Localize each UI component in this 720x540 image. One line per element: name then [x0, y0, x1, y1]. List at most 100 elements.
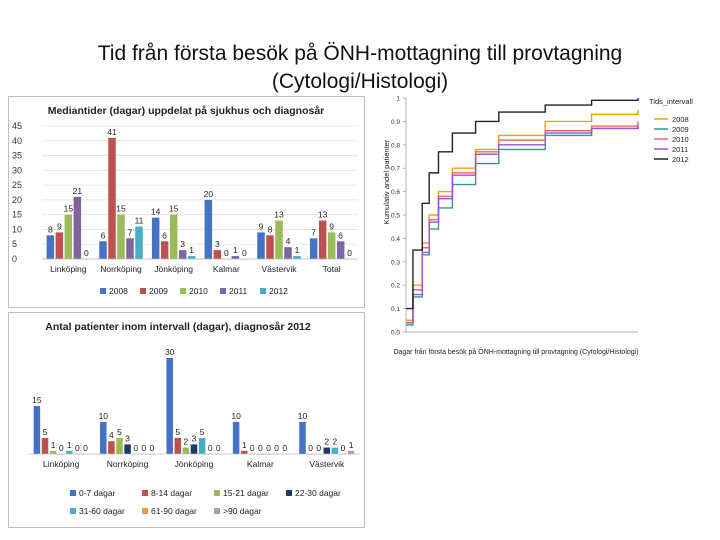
data-label: 15	[169, 204, 179, 214]
data-label: 1	[295, 245, 300, 255]
bar	[178, 250, 187, 259]
data-label: 0	[242, 248, 247, 258]
bar	[151, 217, 160, 259]
median-times-chart: Mediantider (dagar) uppdelat på sjukhus …	[8, 96, 365, 308]
legend-swatch	[142, 508, 148, 514]
category-label: Norrköping	[107, 459, 149, 469]
legend-label: 0-7 dagar	[79, 488, 116, 498]
data-label: 10	[99, 411, 109, 421]
data-label: 0	[84, 248, 89, 258]
legend-swatch	[140, 288, 146, 294]
legend-label: 2010	[672, 135, 689, 144]
series-line	[406, 98, 639, 310]
bar	[100, 422, 107, 454]
legend-label: 2008	[672, 115, 689, 124]
bar	[49, 450, 57, 454]
y-tick-label: 0.0	[391, 330, 400, 337]
series-line	[406, 109, 639, 321]
legend-swatch	[142, 490, 148, 496]
data-label: 0	[258, 443, 263, 453]
data-label: 10	[231, 411, 241, 421]
data-label: 1	[67, 440, 72, 450]
data-label: 10	[298, 411, 308, 421]
legend-swatch	[70, 490, 76, 496]
data-label: 5	[43, 427, 48, 437]
data-label: 8	[48, 224, 53, 234]
bar	[55, 232, 64, 259]
y-tick-label: 1	[396, 96, 400, 103]
patient-intervals-chart: Antal patienter inom intervall (dagar), …	[8, 312, 365, 528]
bar	[117, 214, 125, 259]
category-label: Kalmar	[213, 264, 240, 274]
legend-swatch	[214, 508, 220, 514]
chart-title: Antal patienter inom intervall (dagar), …	[45, 321, 311, 333]
bar	[135, 226, 143, 259]
data-label: 0	[274, 443, 279, 453]
category-label: Linköping	[50, 264, 87, 274]
bar	[198, 438, 206, 454]
legend-swatch	[180, 288, 186, 294]
data-label: 1	[189, 245, 194, 255]
bar	[160, 241, 169, 259]
data-label: 2	[324, 437, 329, 447]
data-label: 0	[133, 443, 138, 453]
y-tick-label: 45	[12, 121, 22, 131]
legend-label: 2012	[672, 155, 689, 164]
data-label: 7	[311, 227, 316, 237]
data-label: 0	[216, 443, 221, 453]
bar	[169, 214, 178, 259]
data-label: 5	[200, 427, 205, 437]
bar	[64, 214, 73, 259]
data-label: 20	[204, 189, 214, 199]
data-label: 3	[215, 239, 220, 249]
bar	[204, 199, 213, 259]
legend-label: 2010	[189, 286, 208, 296]
bar	[275, 220, 283, 259]
bar	[240, 450, 248, 454]
bar	[108, 137, 116, 259]
data-label: 3	[125, 433, 130, 443]
data-label: 21	[73, 186, 83, 196]
data-label: 0	[59, 443, 64, 453]
data-label: 0	[308, 443, 313, 453]
y-axis-label: Kumulativ andel patienter	[382, 139, 391, 224]
y-tick-label: 0.6	[391, 189, 400, 196]
data-label: 1	[51, 440, 56, 450]
bar	[266, 235, 274, 259]
y-tick-label: 5	[12, 239, 17, 249]
data-label: 5	[175, 427, 180, 437]
y-tick-label: 10	[12, 224, 22, 234]
data-label: 14	[151, 207, 161, 217]
y-tick-label: 35	[12, 151, 22, 161]
data-label: 0	[266, 443, 271, 453]
bar	[190, 444, 198, 454]
y-tick-label: 0.3	[391, 259, 400, 266]
bar	[231, 256, 240, 259]
y-tick-label: 0.7	[391, 166, 400, 173]
y-tick-label: 25	[12, 180, 22, 190]
y-tick-label: 20	[12, 195, 22, 205]
bar	[116, 438, 123, 454]
slide-title-line2: (Cytologi/Histologi)	[271, 70, 449, 93]
data-label: 9	[329, 221, 334, 231]
data-label: 9	[57, 221, 62, 231]
category-label: Linköping	[43, 459, 80, 469]
y-tick-label: 40	[12, 136, 22, 146]
legend-swatch	[70, 508, 76, 514]
category-label: Norrköping	[100, 264, 142, 274]
legend-title: Tids_intervall	[649, 97, 693, 106]
data-label: 3	[192, 433, 197, 443]
bar	[257, 232, 265, 259]
data-label: 5	[117, 427, 122, 437]
data-label: 3	[180, 239, 185, 249]
category-label: Jönköping	[154, 264, 193, 274]
data-label: 0	[141, 443, 146, 453]
data-label: 2	[333, 437, 338, 447]
bar	[73, 196, 82, 259]
bar	[99, 241, 107, 259]
bar	[284, 247, 292, 259]
legend-swatch	[260, 288, 266, 294]
data-label: 1	[242, 440, 247, 450]
bar	[66, 450, 73, 454]
data-label: 0	[316, 443, 321, 453]
